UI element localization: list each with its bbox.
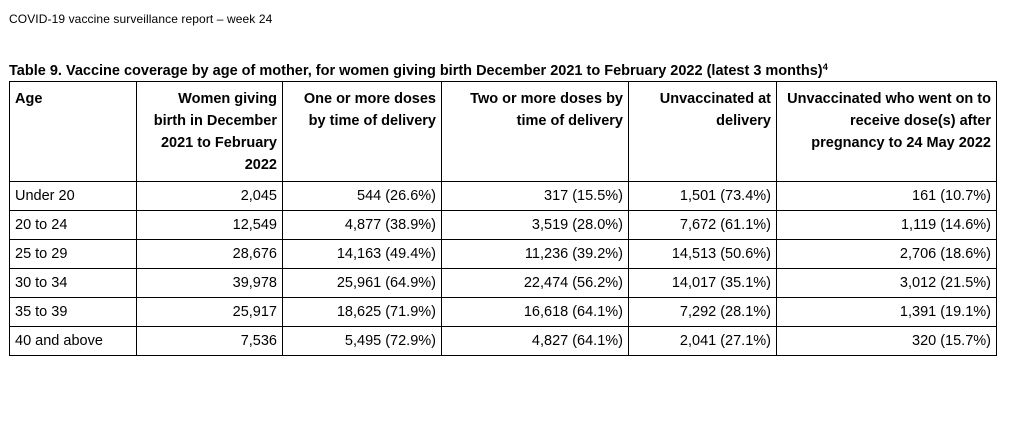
table-row: 35 to 39 25,917 18,625 (71.9%) 16,618 (64.1…	[9, 297, 997, 327]
column-header-age: Age	[9, 81, 137, 182]
one-or-more-doses-cell: 5,495 (72.9%)	[282, 326, 442, 356]
table-row: 40 and above 7,536 5,495 (72.9%) 4,827 (64.…	[9, 326, 997, 356]
column-header-two-or-more-doses: Two or more doses by time of delivery	[441, 81, 629, 182]
unvaccinated-cell: 2,041 (27.1%)	[628, 326, 777, 356]
unvaccinated-later-dosed-cell: 320 (15.7%)	[776, 326, 997, 356]
unvaccinated-cell: 7,672 (61.1%)	[628, 210, 777, 240]
column-header-unvaccinated-later-dosed: Unvaccinated who went on to receive dose…	[776, 81, 997, 182]
unvaccinated-later-dosed-cell: 3,012 (21.5%)	[776, 268, 997, 298]
age-cell: 40 and above	[9, 326, 137, 356]
table-row: 25 to 29 28,676 14,163 (49.4%) 11,236 (39.2…	[9, 239, 997, 269]
one-or-more-doses-cell: 544 (26.6%)	[282, 181, 442, 211]
two-or-more-doses-cell: 3,519 (28.0%)	[441, 210, 629, 240]
table-body: Under 20 2,045 544 (26.6%) 317 (15.5%) 1,501…	[9, 181, 997, 356]
age-cell: 35 to 39	[9, 297, 137, 327]
unvaccinated-cell: 14,513 (50.6%)	[628, 239, 777, 269]
table-caption: Table 9. Vaccine coverage by age of moth…	[9, 62, 828, 79]
women-giving-birth-cell: 28,676	[136, 239, 283, 269]
two-or-more-doses-cell: 11,236 (39.2%)	[441, 239, 629, 269]
column-header-unvaccinated: Unvaccinated at delivery	[628, 81, 777, 182]
header-row: Age Women giving birth in December 2021 …	[9, 81, 997, 182]
one-or-more-doses-cell: 14,163 (49.4%)	[282, 239, 442, 269]
table-row: Under 20 2,045 544 (26.6%) 317 (15.5%) 1,501…	[9, 181, 997, 211]
two-or-more-doses-cell: 22,474 (56.2%)	[441, 268, 629, 298]
unvaccinated-cell: 7,292 (28.1%)	[628, 297, 777, 327]
two-or-more-doses-cell: 317 (15.5%)	[441, 181, 629, 211]
table-row: 30 to 34 39,978 25,961 (64.9%) 22,474 (56.2…	[9, 268, 997, 298]
one-or-more-doses-cell: 18,625 (71.9%)	[282, 297, 442, 327]
one-or-more-doses-cell: 25,961 (64.9%)	[282, 268, 442, 298]
caption-footnote: 4	[822, 62, 828, 73]
table-row: 20 to 24 12,549 4,877 (38.9%) 3,519 (28.0%)…	[9, 210, 997, 240]
women-giving-birth-cell: 25,917	[136, 297, 283, 327]
report-header: COVID-19 vaccine surveillance report – w…	[9, 12, 273, 26]
column-header-one-or-more-doses: One or more doses by time of delivery	[282, 81, 442, 182]
age-cell: Under 20	[9, 181, 137, 211]
one-or-more-doses-cell: 4,877 (38.9%)	[282, 210, 442, 240]
unvaccinated-later-dosed-cell: 1,119 (14.6%)	[776, 210, 997, 240]
age-cell: 30 to 34	[9, 268, 137, 298]
vaccine-coverage-table: Age Women giving birth in December 2021 …	[9, 81, 997, 356]
women-giving-birth-cell: 12,549	[136, 210, 283, 240]
unvaccinated-later-dosed-cell: 2,706 (18.6%)	[776, 239, 997, 269]
table-caption-text: Table 9. Vaccine coverage by age of moth…	[9, 63, 823, 79]
women-giving-birth-cell: 7,536	[136, 326, 283, 356]
women-giving-birth-cell: 39,978	[136, 268, 283, 298]
women-giving-birth-cell: 2,045	[136, 181, 283, 211]
unvaccinated-later-dosed-cell: 1,391 (19.1%)	[776, 297, 997, 327]
age-cell: 25 to 29	[9, 239, 137, 269]
age-cell: 20 to 24	[9, 210, 137, 240]
two-or-more-doses-cell: 16,618 (64.1%)	[441, 297, 629, 327]
column-header-women-giving-birth: Women giving birth in December 2021 to F…	[136, 81, 283, 182]
two-or-more-doses-cell: 4,827 (64.1%)	[441, 326, 629, 356]
unvaccinated-cell: 1,501 (73.4%)	[628, 181, 777, 211]
unvaccinated-later-dosed-cell: 161 (10.7%)	[776, 181, 997, 211]
unvaccinated-cell: 14,017 (35.1%)	[628, 268, 777, 298]
